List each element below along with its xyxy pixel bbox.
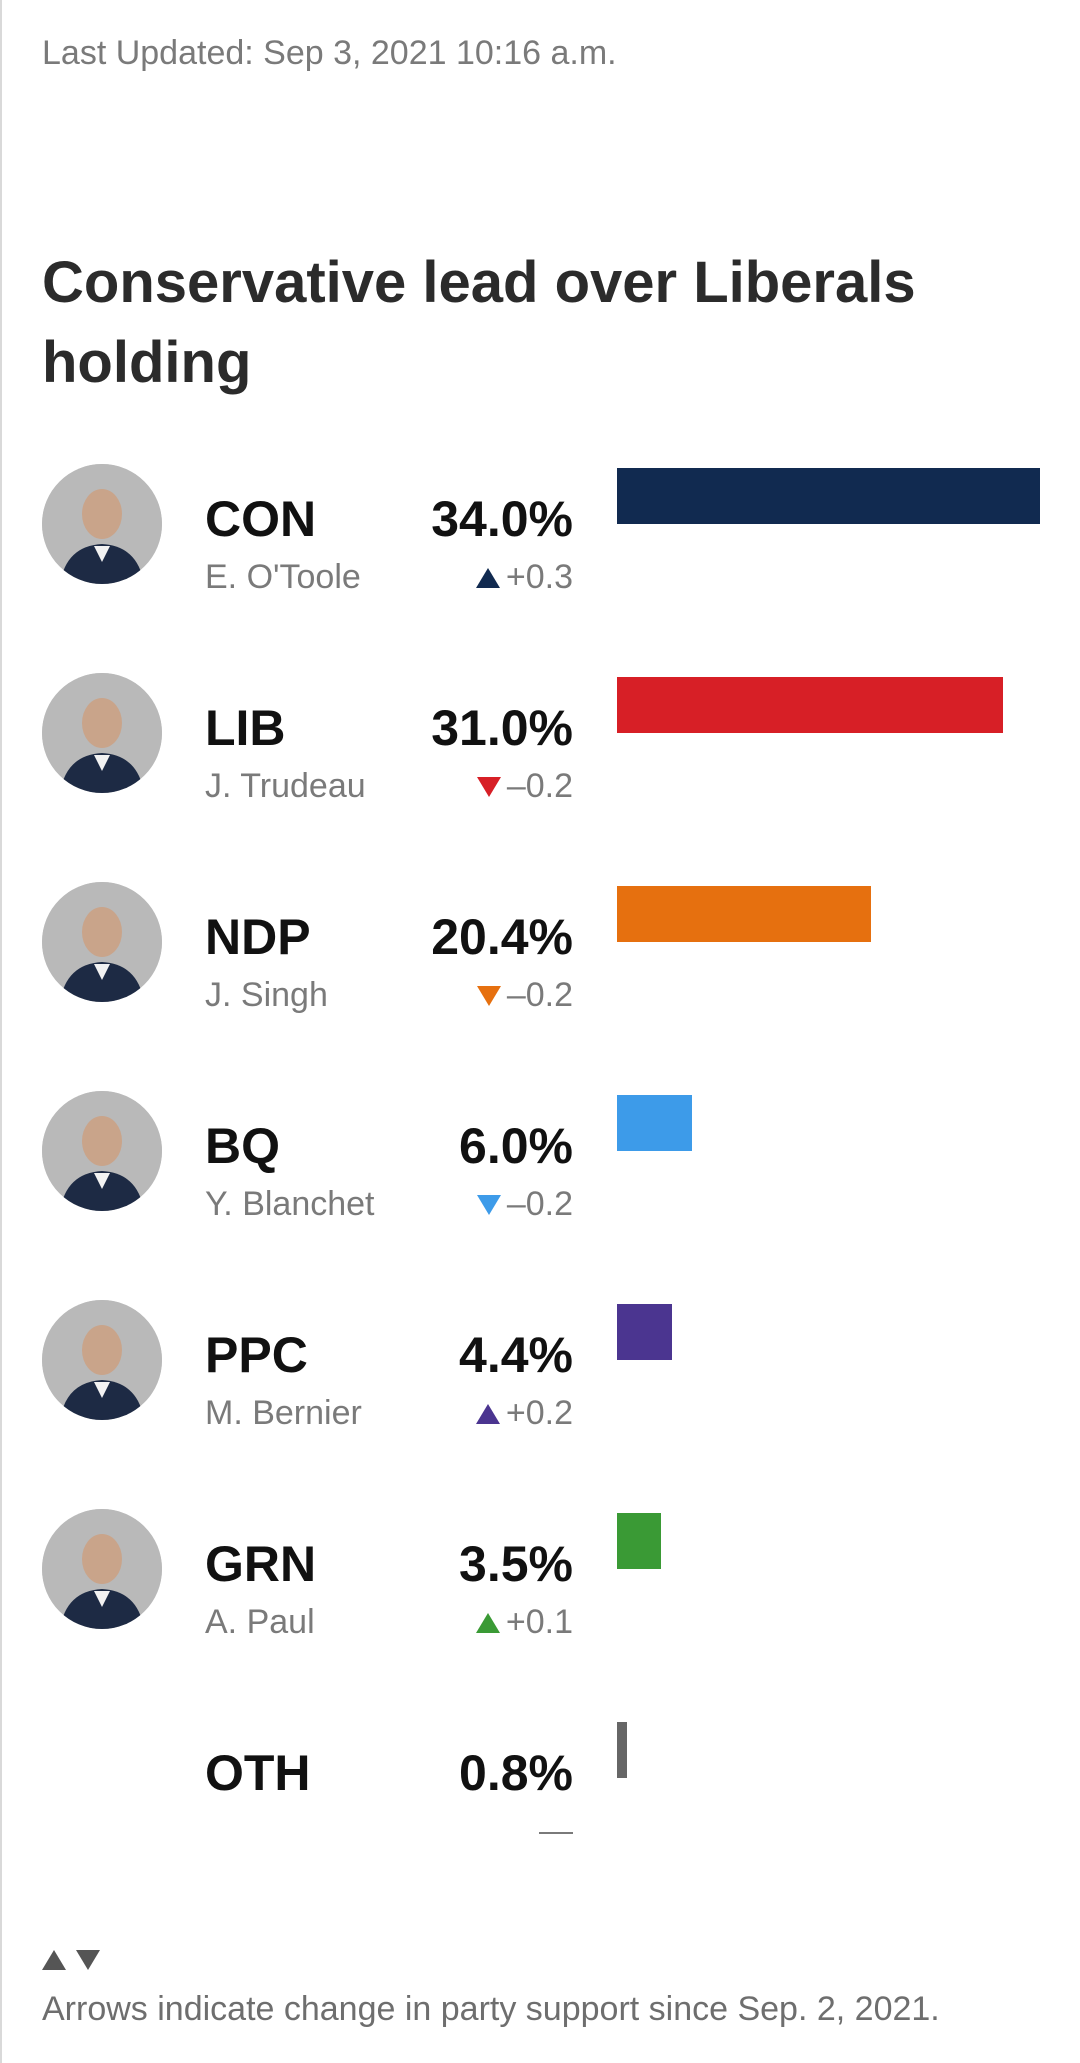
down-arrow-icon [476,776,501,797]
party-row-ppc: PPC M. Bernier 4.4% +0.2 [0,1300,1080,1440]
change-indicator: –0.2 [476,1185,573,1224]
leader-avatar [42,464,162,584]
left-border [0,0,2,2063]
change-indicator [539,1812,573,1834]
party-row-grn: GRN A. Paul 3.5% +0.1 [0,1509,1080,1649]
party-label: GRN [205,1536,317,1592]
down-arrow-icon [476,1194,501,1215]
party-row-ndp: NDP J. Singh 20.4% –0.2 [0,882,1080,1022]
bar-bq [617,1095,692,1151]
last-updated-text: Last Updated: Sep 3, 2021 10:16 a.m. [42,34,617,72]
support-percentage: 31.0% [431,700,573,756]
party-label: PPC [205,1327,308,1383]
bar-ppc [617,1304,672,1360]
leader-name: J. Singh [205,976,328,1014]
arrow-legend [42,1950,100,1970]
party-label: OTH [205,1745,311,1801]
party-row-lib: LIB J. Trudeau 31.0% –0.2 [0,673,1080,813]
change-value: –0.2 [506,767,573,805]
up-arrow-icon [475,1612,500,1633]
chart-title: Conservative lead over Liberals holding [42,250,916,395]
leader-name: Y. Blanchet [205,1185,375,1223]
change-indicator: –0.2 [476,976,573,1015]
party-label: CON [205,491,317,547]
change-value: –0.2 [506,1185,573,1223]
change-indicator: –0.2 [476,767,573,806]
change-value: +0.2 [505,1394,573,1432]
party-row-bq: BQ Y. Blanchet 6.0% –0.2 [0,1091,1080,1231]
party-label: LIB [205,700,286,756]
leader-name: J. Trudeau [205,767,366,805]
leader-name: E. O'Toole [205,558,361,596]
footnote-text: Arrows indicate change in party support … [42,1990,940,2028]
leader-avatar [42,1509,162,1629]
support-percentage: 6.0% [459,1118,573,1174]
change-value: +0.3 [505,558,573,596]
change-value: +0.1 [505,1603,573,1641]
bar-lib [617,677,1003,733]
change-indicator: +0.2 [475,1394,573,1433]
support-percentage: 0.8% [459,1745,573,1801]
party-row-oth: OTH 0.8% [0,1718,1080,1858]
up-arrow-icon [42,1950,66,1970]
leader-name: M. Bernier [205,1394,362,1432]
bar-grn [617,1513,661,1569]
leader-avatar [42,1091,162,1211]
support-percentage: 34.0% [431,491,573,547]
party-row-con: CON E. O'Toole 34.0% +0.3 [0,464,1080,604]
up-arrow-icon [475,1403,500,1424]
down-arrow-icon [476,985,501,1006]
leader-avatar [42,673,162,793]
support-percentage: 4.4% [459,1327,573,1383]
bar-con [617,468,1040,524]
down-arrow-icon [76,1950,100,1970]
leader-avatar [42,1300,162,1420]
support-percentage: 20.4% [431,909,573,965]
party-label: BQ [205,1118,280,1174]
change-indicator: +0.1 [475,1603,573,1642]
bar-ndp [617,886,871,942]
support-percentage: 3.5% [459,1536,573,1592]
party-label: NDP [205,909,311,965]
bar-oth [617,1722,627,1778]
no-change-dash [539,1832,573,1834]
leader-name: A. Paul [205,1603,315,1641]
change-value: –0.2 [506,976,573,1014]
change-indicator: +0.3 [475,558,573,597]
up-arrow-icon [475,567,500,588]
leader-avatar [42,882,162,1002]
